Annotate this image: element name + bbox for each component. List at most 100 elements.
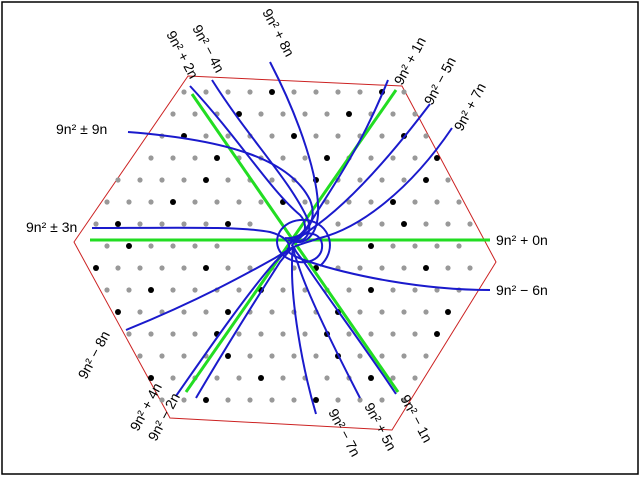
dot-grey xyxy=(412,199,418,205)
dot-grey xyxy=(467,221,473,227)
dot-grey xyxy=(357,309,363,315)
dot-grey xyxy=(225,133,231,139)
dot-black xyxy=(115,221,121,227)
dot-grey xyxy=(126,199,132,205)
dot-grey xyxy=(302,155,308,161)
dot-grey xyxy=(137,221,143,227)
dot-grey xyxy=(390,287,396,293)
curve-9n2-pm-9n xyxy=(127,131,314,240)
dot-grey xyxy=(423,353,429,359)
dot-black xyxy=(434,331,440,337)
dot-grey xyxy=(269,353,275,359)
dot-grey xyxy=(148,199,154,205)
dot-grey xyxy=(379,265,385,271)
curve-center-swirl xyxy=(276,218,331,267)
label-9n2-m5n: 9n² − 5n xyxy=(421,54,459,107)
dot-grey xyxy=(258,331,264,337)
dot-grey xyxy=(313,133,319,139)
dot-grey xyxy=(456,199,462,205)
dot-grey xyxy=(170,375,176,381)
dot-grey xyxy=(203,309,209,315)
dot-grey xyxy=(346,331,352,337)
label-9n2-m6n: 9n² − 6n xyxy=(496,282,548,298)
dot-grey xyxy=(247,353,253,359)
dot-black xyxy=(390,199,396,205)
dot-grey xyxy=(368,155,374,161)
dot-black xyxy=(236,111,242,117)
dot-grey xyxy=(159,221,165,227)
dot-black xyxy=(203,397,209,403)
dot-grey xyxy=(170,111,176,117)
dot-grey xyxy=(335,397,341,403)
dot-grey xyxy=(236,199,242,205)
dot-black xyxy=(170,199,176,205)
dot-grey xyxy=(324,199,330,205)
dot-grey xyxy=(390,243,396,249)
label-9n2-m1n: 9n² − 1n xyxy=(397,392,435,445)
dot-grey xyxy=(412,111,418,117)
dot-grey xyxy=(126,331,132,337)
dot-grey xyxy=(280,331,286,337)
dot-grey xyxy=(115,265,121,271)
dot-black xyxy=(368,287,374,293)
dot-grey xyxy=(302,199,308,205)
dot-grey xyxy=(214,375,220,381)
dot-grey xyxy=(291,89,297,95)
dot-grey xyxy=(445,221,451,227)
dot-grey xyxy=(203,133,209,139)
dot-grey xyxy=(181,353,187,359)
dot-grey xyxy=(181,177,187,183)
dot-grey xyxy=(456,243,462,249)
dot-grey xyxy=(434,199,440,205)
dot-black xyxy=(148,287,154,293)
dot-grey xyxy=(137,177,143,183)
curve-9n2-m7n xyxy=(290,245,317,415)
dot-grey xyxy=(225,265,231,271)
dot-grey xyxy=(214,199,220,205)
dot-grey xyxy=(148,155,154,161)
dot-grey xyxy=(159,265,165,271)
dot-black xyxy=(368,375,374,381)
dot-grey xyxy=(203,89,209,95)
dot-grey xyxy=(379,353,385,359)
dot-grey xyxy=(401,89,407,95)
dot-grey xyxy=(346,199,352,205)
dot-grey xyxy=(236,331,242,337)
dot-grey xyxy=(445,177,451,183)
dot-grey xyxy=(302,111,308,117)
dot-grey xyxy=(401,265,407,271)
dot-grey xyxy=(423,309,429,315)
dot-black xyxy=(148,375,154,381)
dot-grey xyxy=(159,177,165,183)
dot-black xyxy=(368,243,374,249)
dot-grey xyxy=(269,397,275,403)
dot-grey xyxy=(335,221,341,227)
dot-grey xyxy=(313,353,319,359)
dot-grey xyxy=(401,397,407,403)
dot-grey xyxy=(170,155,176,161)
dot-grey xyxy=(192,331,198,337)
dot-grey xyxy=(148,331,154,337)
dot-grey xyxy=(192,243,198,249)
curve-9n2-m2n xyxy=(195,245,295,399)
dot-grey xyxy=(181,397,187,403)
curve-9n2-p8n xyxy=(269,61,320,244)
dot-grey xyxy=(181,89,187,95)
dot-grey xyxy=(346,287,352,293)
dot-grey xyxy=(280,287,286,293)
dot-grey xyxy=(313,89,319,95)
dot-grey xyxy=(192,111,198,117)
dot-grey xyxy=(324,375,330,381)
dot-black xyxy=(258,375,264,381)
label-9n2-pm-9n: 9n² ± 9n xyxy=(56,121,107,137)
dot-grey xyxy=(192,199,198,205)
dot-grey xyxy=(368,199,374,205)
dot-grey xyxy=(170,331,176,337)
dot-grey xyxy=(236,375,242,381)
dot-grey xyxy=(390,331,396,337)
dot-grey xyxy=(280,111,286,117)
curve-9n2-m6n xyxy=(286,247,491,291)
